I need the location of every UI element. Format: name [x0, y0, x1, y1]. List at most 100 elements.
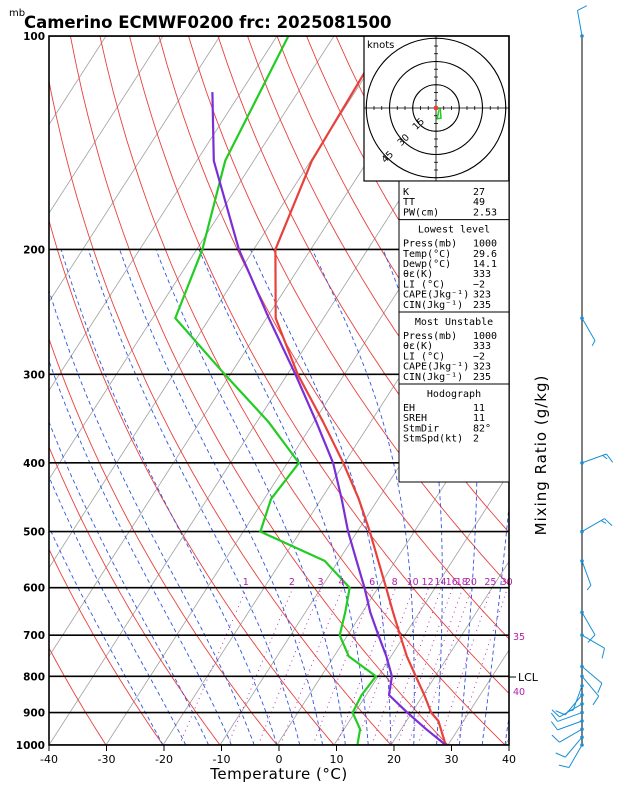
- wind-barb-dot: [580, 719, 584, 723]
- hodograph-trace: [435, 107, 442, 120]
- wind-barb-staff: [581, 317, 596, 341]
- isotherm-line: [49, 36, 278, 392]
- panel-row-value: 235: [473, 372, 491, 383]
- wind-barb-staff: [568, 744, 583, 768]
- mixing-ratio-label: 1: [243, 577, 249, 588]
- wind-barbs: [550, 5, 614, 769]
- panel-row-label: CAPE(Jkg⁻¹): [403, 362, 469, 373]
- wind-barb-flag: [600, 520, 607, 524]
- wind-barb-flag: [551, 709, 560, 718]
- isotherm-line: [49, 36, 392, 569]
- wind-barb-flag: [606, 453, 614, 463]
- storm-motion-marker: [433, 105, 439, 111]
- mixing-ratio-label: 16: [446, 577, 458, 588]
- dry-adiabat-line: [49, 78, 392, 745]
- dry-adiabat-line: [247, 36, 509, 481]
- hodograph-unit: knots: [367, 40, 394, 51]
- panel-section-title: Lowest level: [418, 225, 490, 236]
- panel-row-label: θε(K): [403, 269, 433, 280]
- dry-adiabat-line: [69, 36, 449, 745]
- wind-barb-dot: [580, 633, 584, 637]
- panel-row-label: StmDir: [403, 423, 439, 434]
- wind-barb-dot: [580, 674, 584, 679]
- wind-barb-flag: [604, 518, 613, 527]
- wind-barb-staff: [576, 10, 583, 37]
- wind-barb-staff: [581, 518, 605, 533]
- dry-adiabat-line: [129, 36, 509, 695]
- wind-barb-flag: [550, 721, 558, 731]
- panel-row-value: 14.1: [473, 259, 497, 270]
- panel-row-value: 29.6: [473, 249, 497, 260]
- mixing-ratio-label: 10: [407, 577, 419, 588]
- moist-adiabat-line: [155, 249, 346, 745]
- dry-adiabat-line: [217, 36, 509, 534]
- panel-row-value: 11: [473, 403, 485, 414]
- wind-barb-dot: [580, 743, 584, 747]
- wind-barb-dot: [580, 664, 584, 669]
- plot-area: [49, 36, 618, 745]
- panel-row-label: K: [403, 187, 409, 198]
- x-axis-ticks: -40 -30 -20 -10 0 10 20 30 40: [40, 745, 516, 766]
- wind-barb-flag: [567, 709, 574, 712]
- panel-row-value: 333: [473, 341, 491, 352]
- x-tick-label: 30: [445, 753, 459, 766]
- wind-barb-staff: [564, 736, 583, 758]
- x-axis-title: Temperature (°C): [209, 765, 347, 783]
- wind-barb-dot: [580, 461, 584, 465]
- isotherm-line: [49, 36, 221, 303]
- wind-barb-staff: [581, 675, 600, 697]
- mixing-ratio-label: 6: [369, 577, 375, 588]
- wind-barb-dot: [580, 529, 584, 534]
- wind-barb-staff: [559, 728, 583, 743]
- wind-barb-dot: [580, 727, 584, 732]
- mixing-ratio-lines: [178, 587, 509, 745]
- panel-row-value: 82°: [473, 423, 491, 434]
- mixing-ratio-label: 3: [317, 577, 323, 588]
- dry-adiabat-line: [99, 36, 506, 745]
- dry-adiabat-line: [49, 337, 278, 745]
- panel-row-label: LI (°C): [403, 279, 445, 290]
- wind-barb-flag: [587, 634, 596, 643]
- mixing-ratio-line: [280, 587, 343, 745]
- isotherm-line: [390, 560, 509, 745]
- wind-barb-flag: [592, 695, 600, 706]
- wind-barb-dot: [580, 610, 584, 615]
- x-tick-label: 0: [276, 753, 283, 766]
- dry-adiabat-line: [513, 36, 618, 745]
- x-tick-label: 20: [387, 753, 401, 766]
- pressure-tick-label: 900: [23, 708, 45, 720]
- isotherm-line: [333, 472, 509, 745]
- panel-row-label: CAPE(Jkg⁻¹): [403, 290, 469, 301]
- x-tick-label: -30: [98, 753, 116, 766]
- pressure-unit-label: mb: [9, 8, 25, 19]
- hodograph: knots 15 30 45: [363, 35, 510, 182]
- wind-barb-staff: [557, 720, 583, 731]
- pressure-tick-label: 500: [23, 527, 45, 539]
- panel-row-label: CIN(Jkg⁻¹): [403, 372, 463, 383]
- panel-row-label: θε(K): [403, 341, 433, 352]
- dewpoint-profile: [174, 36, 377, 745]
- dry-adiabat-line: [158, 36, 509, 640]
- pressure-tick-label: 1000: [16, 740, 45, 752]
- wind-barb-staff: [572, 685, 583, 711]
- isotherm-line: [49, 36, 335, 480]
- moist-adiabat-line: [198, 249, 369, 745]
- panel-row-label: Dewp(°C): [403, 259, 451, 270]
- mixing-ratio-label: 14: [434, 577, 446, 588]
- wind-barb-dot: [580, 693, 584, 697]
- lcl-label: LCL: [518, 671, 539, 684]
- wind-barb-flag: [550, 712, 558, 722]
- wind-barb-flag: [602, 454, 608, 460]
- chart-title: Camerino ECMWF0200 frc: 2025081500: [24, 13, 391, 32]
- panel-row-value: 2.53: [473, 207, 497, 218]
- panel-row-value: 2: [473, 434, 479, 445]
- panel-row-label: StmSpd(kt): [403, 434, 463, 445]
- panel-row-label: TT: [403, 197, 415, 208]
- mixing-ratio-line: [227, 587, 294, 745]
- wind-barb-staff: [557, 712, 583, 722]
- panel-row-value: 49: [473, 197, 485, 208]
- moist-adiabat-line: [49, 359, 232, 745]
- wind-barb-flag: [601, 648, 606, 659]
- isotherm-line: [562, 36, 618, 745]
- wind-barb-staff: [581, 612, 596, 636]
